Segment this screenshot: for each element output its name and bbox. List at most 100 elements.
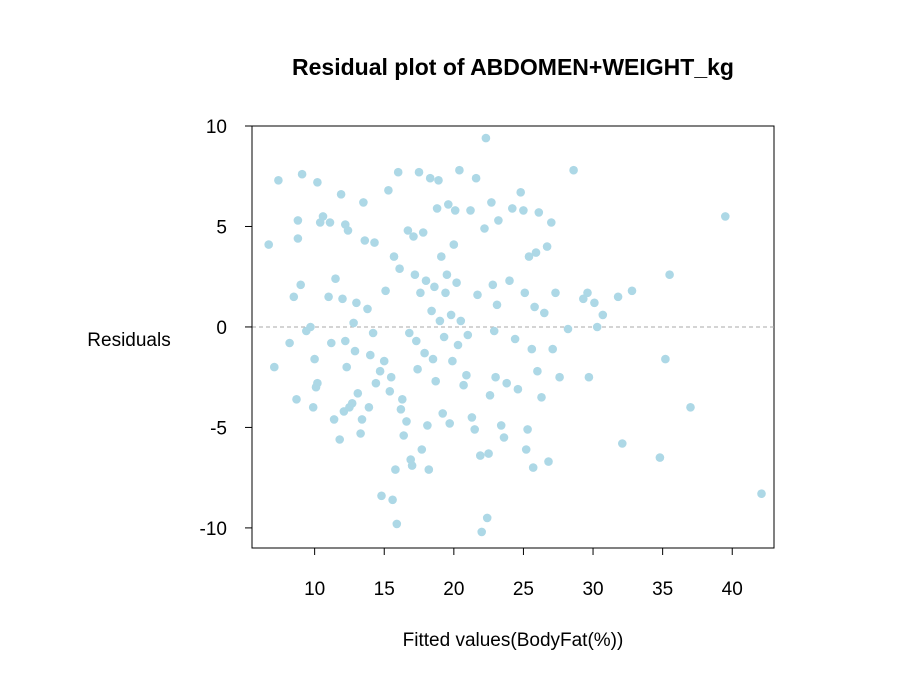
data-point <box>521 445 531 454</box>
data-point <box>432 204 442 213</box>
data-point <box>441 288 450 298</box>
data-point <box>325 218 335 227</box>
data-point <box>274 176 283 185</box>
data-point <box>520 288 530 298</box>
data-point <box>368 328 378 338</box>
data-point <box>371 378 381 388</box>
data-point <box>402 417 411 426</box>
data-point <box>391 465 400 474</box>
data-point <box>297 169 307 179</box>
y-tick-label: 5 <box>216 217 227 238</box>
data-point <box>510 334 520 344</box>
data-point <box>384 186 393 195</box>
data-point <box>363 304 372 314</box>
data-point <box>627 286 637 296</box>
data-point <box>270 362 279 372</box>
data-point <box>395 264 404 274</box>
data-point <box>417 445 427 454</box>
data-point <box>530 302 539 312</box>
data-point <box>519 206 528 215</box>
data-point <box>489 326 499 336</box>
data-point <box>289 292 299 302</box>
data-point <box>494 216 503 225</box>
data-point <box>477 527 487 537</box>
data-point <box>534 208 544 217</box>
data-point <box>359 198 368 207</box>
data-point <box>405 328 414 338</box>
data-point <box>313 378 322 388</box>
data-point <box>502 378 512 388</box>
data-point <box>313 178 322 187</box>
data-point <box>555 372 564 382</box>
data-point <box>398 395 407 404</box>
data-point <box>505 276 514 286</box>
data-point <box>513 384 523 394</box>
x-tick-label: 35 <box>652 579 673 600</box>
data-point <box>318 212 328 221</box>
data-point <box>583 288 592 298</box>
data-point <box>285 338 294 348</box>
data-point <box>471 173 481 183</box>
data-point <box>292 395 301 404</box>
data-point <box>516 188 525 197</box>
data-point <box>721 212 730 221</box>
data-point <box>467 413 477 422</box>
data-point <box>377 491 386 501</box>
data-point <box>459 380 468 390</box>
data-point <box>430 282 439 292</box>
data-point <box>410 270 420 280</box>
data-point <box>452 278 461 288</box>
data-point <box>537 393 546 402</box>
data-point <box>569 165 578 175</box>
data-point <box>528 463 538 472</box>
data-point <box>448 356 457 366</box>
data-point <box>329 415 339 424</box>
x-tick-label: 30 <box>582 579 603 600</box>
data-point <box>331 274 340 284</box>
data-point <box>618 439 627 448</box>
data-point <box>496 421 506 430</box>
data-point <box>407 461 417 470</box>
data-point <box>523 425 532 434</box>
data-point <box>442 270 452 280</box>
y-tick-label: 10 <box>206 117 227 138</box>
x-tick-label: 20 <box>443 579 464 600</box>
data-point <box>310 354 319 364</box>
data-point <box>366 350 375 360</box>
data-point <box>485 391 495 400</box>
data-point <box>423 421 432 430</box>
data-point <box>427 306 436 316</box>
data-point <box>418 228 428 237</box>
data-point <box>462 370 471 380</box>
data-point <box>379 356 389 366</box>
data-point <box>343 226 353 235</box>
data-point <box>424 465 434 474</box>
data-point <box>420 348 429 358</box>
data-point <box>524 252 534 261</box>
data-point <box>686 403 695 412</box>
x-tick-label: 10 <box>304 579 325 600</box>
data-point <box>413 364 422 374</box>
x-axis-label: Fitted values(BodyFat(%)) <box>403 630 624 651</box>
data-point <box>484 449 493 458</box>
data-point <box>757 489 766 499</box>
data-point <box>492 300 502 310</box>
data-point <box>393 167 403 177</box>
data-point <box>293 216 303 225</box>
data-point <box>336 190 346 199</box>
data-point <box>547 218 556 227</box>
data-point <box>386 372 396 382</box>
x-tick-label: 15 <box>374 579 395 600</box>
data-point <box>449 240 459 249</box>
data-point <box>542 242 552 251</box>
data-point <box>403 226 413 235</box>
data-point <box>455 165 464 175</box>
data-point <box>439 332 449 342</box>
data-point <box>388 495 397 505</box>
data-point <box>396 405 406 414</box>
data-point <box>347 399 357 408</box>
data-point <box>375 366 385 376</box>
data-point <box>551 288 560 298</box>
data-point <box>450 206 460 215</box>
